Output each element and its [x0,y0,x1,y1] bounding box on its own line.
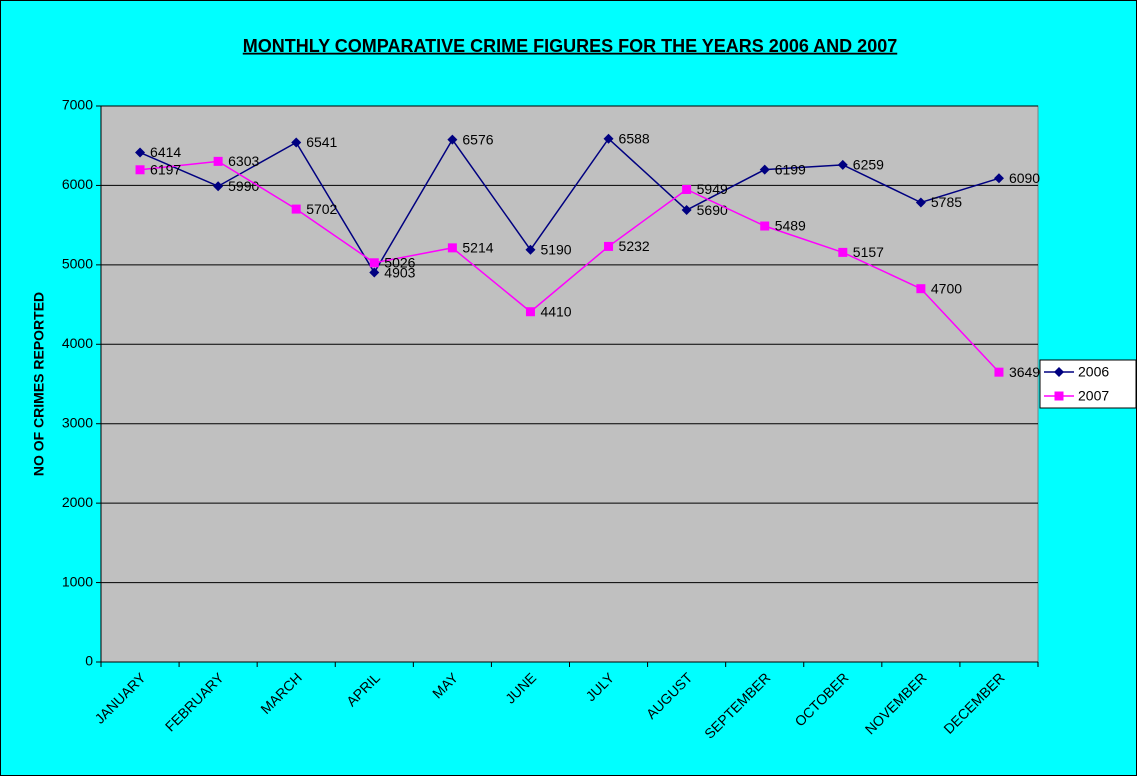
data-label: 5026 [384,254,415,270]
data-point [291,137,302,148]
data-label: 5214 [462,240,493,256]
data-label: 4903 [384,264,415,280]
data-point [447,243,457,253]
data-point [369,267,380,278]
data-point [135,147,146,158]
data-label: 5157 [853,244,884,260]
data-point [291,204,301,214]
data-label: 6303 [228,153,259,169]
data-label: 5949 [697,181,728,197]
data-label: 6414 [150,144,181,160]
y-tick-label: 0 [85,653,93,669]
y-axis-label: NO OF CRIMES REPORTED [31,292,47,476]
chart-title: MONTHLY COMPARATIVE CRIME FIGURES FOR TH… [243,36,897,56]
y-tick-label: 1000 [62,573,93,589]
data-label: 4410 [540,303,571,319]
data-label: 6541 [306,134,337,150]
data-point [213,156,223,166]
y-tick-label: 4000 [62,335,93,351]
data-label: 5785 [931,194,962,210]
data-point [915,197,926,208]
legend-marker [1054,367,1064,377]
data-label: 6197 [150,161,181,177]
data-label: 6588 [619,130,650,146]
data-point [525,244,536,255]
data-point [916,284,926,294]
data-point [682,184,692,194]
legend-marker [1054,391,1064,401]
data-point [447,134,458,145]
data-point [369,258,379,268]
y-tick-label: 7000 [62,97,93,113]
data-point [525,307,535,317]
data-point [603,133,614,144]
series-line [139,160,1000,373]
data-label: 4700 [931,280,962,296]
data-label: 6576 [462,131,493,147]
data-point [759,164,770,175]
y-tick-label: 6000 [62,176,93,192]
data-label: 6090 [1009,170,1040,186]
data-label: 3649 [1009,364,1040,380]
data-point [837,159,848,170]
data-point [760,221,770,231]
legend-label: 2007 [1078,388,1109,404]
y-tick-label: 2000 [62,494,93,510]
data-label: 5232 [619,238,650,254]
data-point [213,181,224,192]
y-tick-label: 5000 [62,256,93,272]
data-point [993,173,1004,184]
data-label: 6199 [775,161,806,177]
data-label: 6259 [853,157,884,173]
data-point [681,205,692,216]
data-label: 5702 [306,201,337,217]
data-point [135,165,145,175]
data-point [994,367,1004,377]
data-point [604,241,614,251]
data-label: 5990 [228,178,259,194]
data-label: 5690 [697,202,728,218]
series-line [139,137,1000,275]
data-point [838,247,848,257]
data-label: 5489 [775,218,806,234]
legend-label: 2006 [1078,364,1109,380]
data-label: 5190 [540,241,571,257]
y-tick-label: 3000 [62,414,93,430]
plot-area [100,105,1039,663]
